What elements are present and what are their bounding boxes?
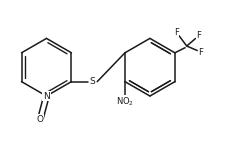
Text: F: F (198, 48, 203, 57)
Text: N: N (43, 92, 50, 100)
Text: S: S (89, 77, 95, 86)
Text: O: O (36, 115, 43, 124)
Text: NO$_2$: NO$_2$ (116, 95, 134, 108)
Text: F: F (195, 31, 200, 40)
Text: F: F (173, 28, 178, 37)
